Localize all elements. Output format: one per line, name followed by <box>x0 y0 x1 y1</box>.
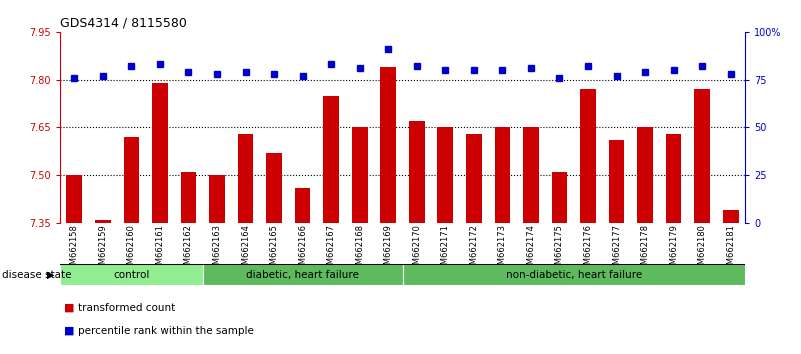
Bar <box>95 220 111 223</box>
Text: ■: ■ <box>64 303 74 313</box>
Bar <box>203 264 402 285</box>
Text: disease state: disease state <box>2 270 71 280</box>
Bar <box>324 96 339 223</box>
Bar <box>466 134 481 223</box>
Bar <box>494 127 510 223</box>
Bar <box>638 127 653 223</box>
Bar <box>123 137 139 223</box>
Bar <box>402 264 745 285</box>
Bar <box>152 83 167 223</box>
Bar <box>666 134 682 223</box>
Text: diabetic, heart failure: diabetic, heart failure <box>246 270 359 280</box>
Bar <box>181 172 196 223</box>
Bar <box>352 127 368 223</box>
Bar <box>694 89 710 223</box>
Bar <box>238 134 253 223</box>
Bar <box>209 175 225 223</box>
Text: ▶: ▶ <box>47 270 54 280</box>
Bar <box>437 127 453 223</box>
Text: non-diabetic, heart failure: non-diabetic, heart failure <box>505 270 642 280</box>
Bar <box>609 140 624 223</box>
Text: ■: ■ <box>64 326 74 336</box>
Text: GDS4314 / 8115580: GDS4314 / 8115580 <box>60 16 187 29</box>
Text: percentile rank within the sample: percentile rank within the sample <box>78 326 255 336</box>
Bar <box>723 210 739 223</box>
Bar <box>409 121 425 223</box>
Bar <box>580 89 596 223</box>
Bar <box>66 175 83 223</box>
Bar <box>295 188 311 223</box>
Bar <box>523 127 539 223</box>
Bar <box>552 172 567 223</box>
Bar <box>60 264 203 285</box>
Bar <box>380 67 396 223</box>
Bar <box>266 153 282 223</box>
Text: transformed count: transformed count <box>78 303 175 313</box>
Text: control: control <box>113 270 150 280</box>
